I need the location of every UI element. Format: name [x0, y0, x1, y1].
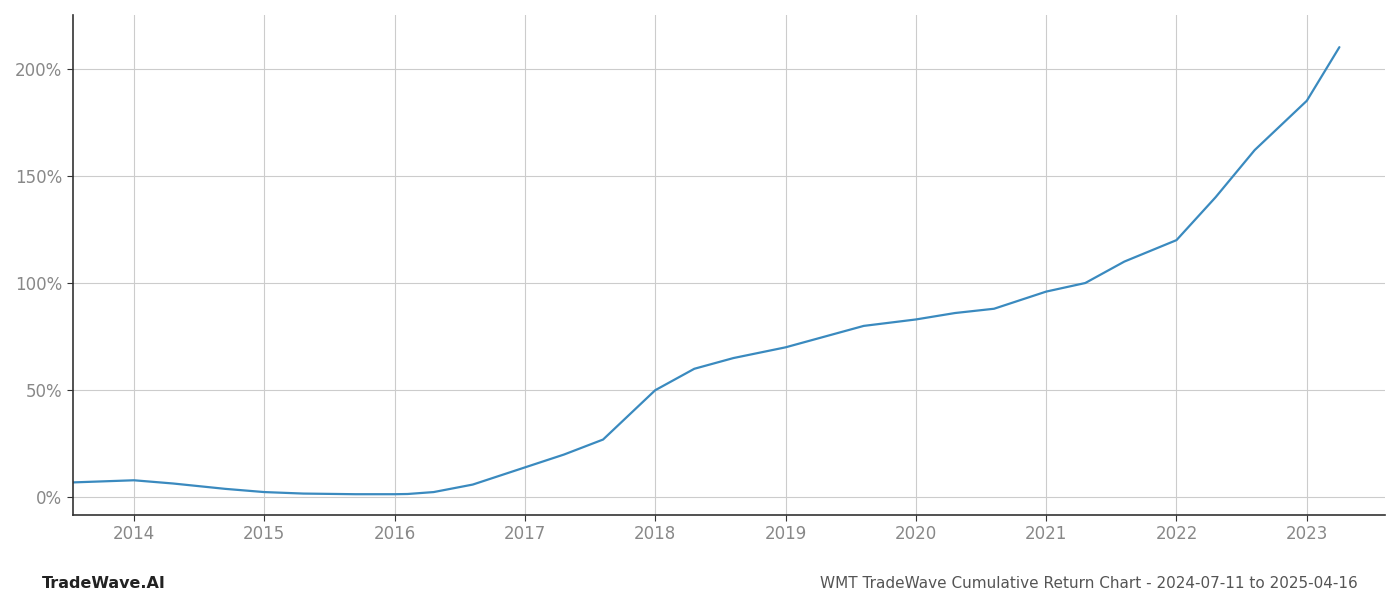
- Text: TradeWave.AI: TradeWave.AI: [42, 576, 165, 591]
- Text: WMT TradeWave Cumulative Return Chart - 2024-07-11 to 2025-04-16: WMT TradeWave Cumulative Return Chart - …: [820, 576, 1358, 591]
